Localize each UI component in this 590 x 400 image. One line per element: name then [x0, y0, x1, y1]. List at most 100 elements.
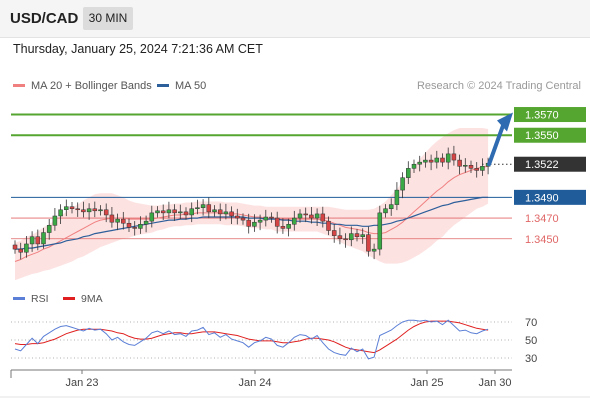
moving-averages [14, 165, 489, 262]
candle-body [126, 222, 132, 228]
candle-body [337, 235, 343, 240]
rsi-swatch [13, 296, 25, 300]
candle-body [371, 248, 377, 252]
candle-body [217, 209, 223, 215]
candle-body [400, 177, 405, 191]
candle-body [445, 153, 451, 163]
candle-body [69, 206, 75, 209]
rsi-panel: 70 50 30 [11, 317, 537, 365]
candle-body [303, 213, 308, 216]
legend-ma20: MA 20 + Bollinger Bands [13, 80, 152, 92]
rsi-ma-swatch [63, 296, 75, 300]
candle-body [246, 219, 251, 227]
candle-body [24, 243, 29, 253]
timeframe-button[interactable]: 30 MIN [83, 7, 133, 30]
legend-rsi-ma: 9MA [63, 293, 103, 305]
candle-body [75, 208, 80, 211]
forecast-arrow [487, 112, 513, 167]
candle-body [58, 209, 63, 217]
candle-body [155, 210, 160, 214]
time-axis: Jan 23 Jan 24 Jan 25 Jan 30 [0, 369, 590, 398]
candle-body [377, 212, 383, 250]
candle-body [86, 208, 92, 213]
candle-body [417, 161, 422, 165]
ma20-swatch [13, 83, 25, 87]
bollinger-band-area [15, 128, 489, 281]
ma50-line [15, 196, 489, 250]
candlesticks [12, 145, 491, 260]
level-label-1.3450: 1.3450 [525, 234, 559, 246]
candle-body [383, 208, 388, 214]
candle-body [274, 217, 280, 227]
candle-body [252, 221, 257, 227]
candle-body [172, 209, 177, 214]
candle-body [229, 211, 234, 217]
candle-body [297, 213, 303, 219]
candle-body [388, 204, 394, 209]
header-bar: USD/CAD 30 MIN [0, 0, 590, 38]
candle-body [309, 214, 314, 219]
candle-body [52, 215, 58, 226]
level-label-1.3490: 1.3490 [525, 192, 559, 204]
legend-rsi-ma-label: 9MA [81, 293, 103, 305]
candle-body [12, 244, 18, 250]
candle-body [35, 236, 41, 245]
level-label-1.3470: 1.3470 [525, 213, 559, 225]
candle-body [98, 209, 103, 212]
candle-body [138, 224, 143, 229]
candle-body [269, 216, 274, 219]
candle-body [468, 165, 474, 169]
candle-body [451, 153, 457, 161]
candle-body [160, 210, 166, 214]
legend-ma20-label: MA 20 + Bollinger Bands [31, 80, 152, 92]
candle-body [314, 213, 320, 219]
candle-body [18, 248, 23, 253]
candle-body [320, 213, 326, 222]
candle-body [280, 226, 286, 229]
candle-body [178, 211, 183, 214]
candle-body [457, 159, 462, 167]
level-label-1.3550: 1.3550 [525, 130, 559, 142]
candle-body [149, 212, 155, 222]
ma50-swatch [157, 83, 169, 87]
level-label-1.3570: 1.3570 [525, 110, 559, 122]
ma20-line [14, 165, 489, 262]
candle-body [121, 218, 126, 224]
price-levels [11, 113, 512, 240]
candle-body [406, 168, 411, 178]
candle-body [423, 159, 428, 163]
legend-rsi-label: RSI [31, 293, 49, 305]
legend-ma50: MA 50 [157, 80, 206, 92]
rsi-ma-line [14, 320, 489, 354]
rsi-line [14, 319, 489, 360]
candle-body [343, 238, 348, 241]
level-labels: 1.3570 1.3550 1.3522 1.3490 1.3470 1.3450 [514, 107, 586, 246]
candle-body [132, 227, 137, 229]
candle-body [46, 225, 52, 233]
x-tick-label: Jan 24 [238, 377, 271, 389]
candle-body [360, 234, 365, 237]
candle-body [235, 215, 240, 219]
legend-ma50-label: MA 50 [175, 80, 207, 92]
legend-rsi: RSI [13, 293, 49, 305]
x-tick-label: Jan 30 [478, 377, 511, 389]
candle-body [92, 208, 98, 212]
credit-text: Research © 2024 Trading Central [416, 80, 581, 92]
candle-body [143, 220, 149, 225]
candle-body [81, 209, 86, 213]
level-box-1.3570 [514, 107, 586, 123]
candle-body [292, 217, 297, 225]
x-tick-label: Jan 23 [65, 377, 98, 389]
candle-body [212, 209, 217, 213]
level-box-1.3522 [514, 156, 586, 172]
chart-datetime: Thursday, January 25, 2024 7:21:36 AM CE… [13, 42, 263, 56]
candle-body [183, 211, 189, 216]
candle-body [331, 230, 337, 236]
candle-body [109, 214, 115, 223]
candle-body [354, 233, 360, 237]
candle-body [286, 224, 291, 229]
level-box-1.3550 [514, 127, 586, 143]
candle-body [115, 218, 120, 223]
candle-body [411, 163, 417, 169]
